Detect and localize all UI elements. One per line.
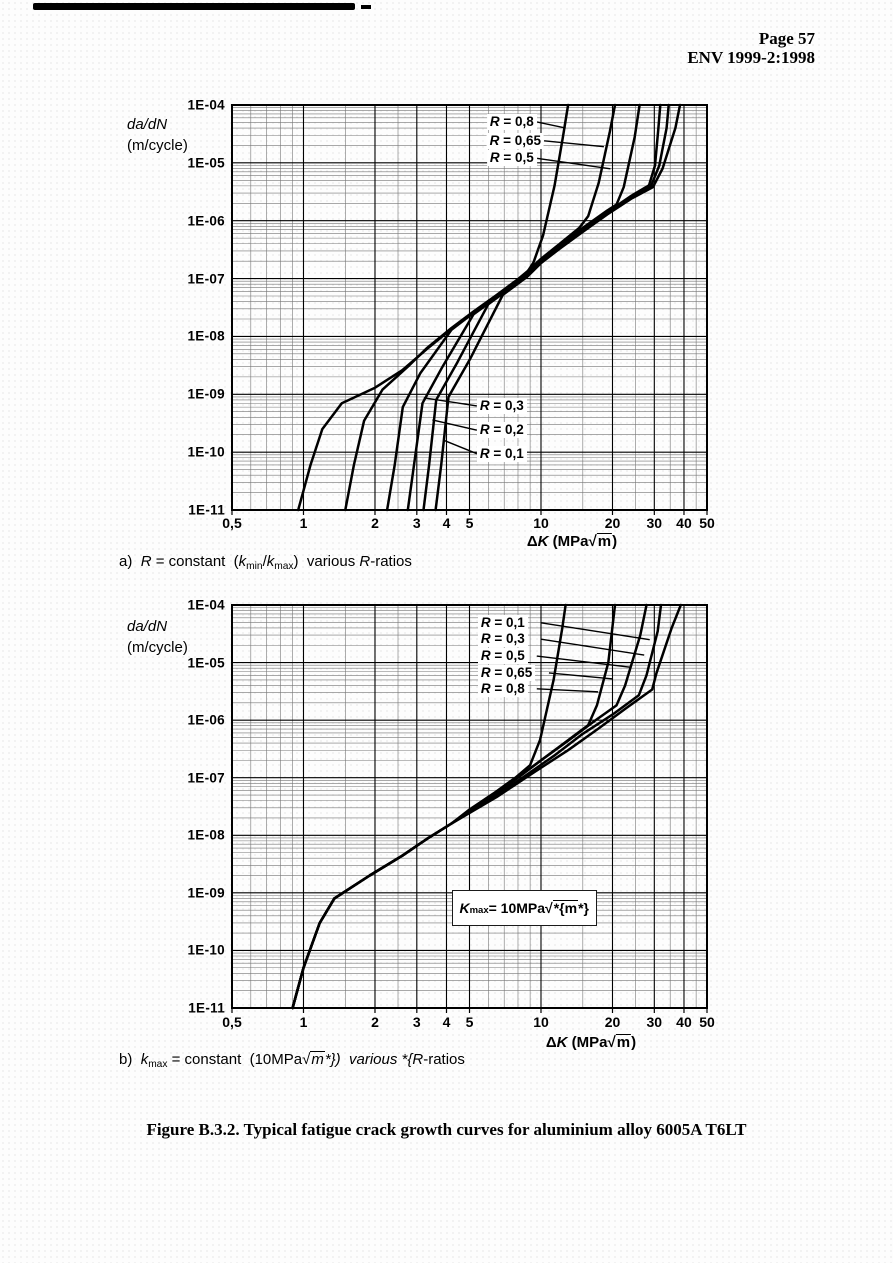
- y-axis-title: da/dN (m/cycle): [127, 116, 188, 154]
- curve-label: R = 0,5: [486, 150, 537, 167]
- x-tick-label: 20: [604, 1014, 621, 1030]
- x-tick-label: 3: [412, 1014, 421, 1030]
- curve-label: R = 0,8: [486, 113, 537, 130]
- curve-label: R = 0,1: [476, 445, 527, 462]
- scan-artifact: [33, 3, 355, 10]
- label-leader-line: [536, 157, 611, 170]
- y-tick-label: 1E-07: [187, 770, 225, 786]
- sqrt-symbol: √m: [302, 1051, 325, 1068]
- x-tick-label: 20: [604, 515, 621, 531]
- label-leader-line: [432, 419, 478, 431]
- y-tick-label: 1E-09: [187, 885, 225, 901]
- x-tick-label: 10: [533, 515, 549, 531]
- x-axis-title: ΔK (MPa√m): [526, 533, 618, 550]
- label-leader-line: [540, 638, 645, 656]
- curve-label: R = 0,5: [477, 648, 528, 664]
- x-tick-label: 40: [676, 515, 692, 531]
- y-tick-label: 1E-06: [187, 712, 225, 728]
- y-tick-label: 1E-11: [188, 1000, 225, 1016]
- x-tick-label: 0,5: [222, 515, 242, 531]
- y-tick-label: 1E-10: [187, 942, 225, 958]
- curve-label: R = 0,2: [476, 422, 527, 439]
- label-leader-line: [548, 672, 614, 680]
- fatigue-curve: [434, 103, 682, 512]
- x-tick-label: 1: [299, 515, 308, 531]
- x-axis-title: ΔK (MPa√m): [545, 1034, 637, 1051]
- label-leader-line: [536, 688, 599, 693]
- x-tick-label: 4: [442, 515, 451, 531]
- y-tick-label: 1E-05: [187, 655, 225, 671]
- y-tick-label: 1E-04: [187, 597, 225, 613]
- curve-label: R = 0,1: [477, 614, 528, 631]
- x-tick-label: 2: [371, 515, 379, 531]
- x-tick-label: 4: [442, 1014, 451, 1030]
- curve-label: R = 0,8: [477, 680, 528, 697]
- curve-label: R = 0,3: [476, 397, 527, 414]
- y-tick-label: 1E-06: [187, 213, 225, 229]
- subfigure-b-caption: b) kmax = constant (10MPa√m*}) various *…: [119, 1051, 465, 1070]
- sqrt-symbol: √*{m: [545, 899, 579, 916]
- x-tick-label: 10: [533, 1014, 549, 1030]
- scan-artifact: [361, 5, 371, 9]
- curve-label: R = 0,3: [477, 631, 528, 648]
- x-tick-label: 3: [412, 515, 421, 531]
- page-header: Page 57 ENV 1999-2:1998: [687, 29, 815, 67]
- x-tick-label: 30: [646, 515, 663, 531]
- x-tick-label: 1: [299, 1014, 308, 1030]
- y-tick-label: 1E-08: [187, 827, 225, 843]
- page-number: Page 57: [758, 29, 815, 48]
- curve-label: R = 0,65: [477, 664, 536, 681]
- label-leader-line: [543, 140, 604, 148]
- y-tick-label: 1E-09: [187, 386, 225, 402]
- curve-label: R = 0,65: [486, 132, 545, 149]
- x-tick-label: 30: [646, 1014, 663, 1030]
- subfigure-a-caption: a) R = constant (kmin/kmax) various R-ra…: [119, 553, 412, 572]
- x-tick-label: 50: [699, 1014, 715, 1030]
- x-tick-label: 40: [676, 1014, 692, 1030]
- x-tick-label: 5: [465, 1014, 474, 1030]
- y-tick-label: 1E-07: [187, 271, 225, 287]
- y-tick-label: 1E-08: [187, 328, 225, 344]
- label-leader-line: [536, 121, 566, 129]
- label-leader-line: [536, 655, 631, 668]
- y-tick-label: 1E-04: [187, 97, 225, 113]
- x-tick-label: 2: [371, 1014, 379, 1030]
- x-tick-label: 50: [699, 515, 715, 531]
- label-leader-line: [423, 397, 477, 407]
- fatigue-curve: [291, 603, 683, 1010]
- x-tick-label: 0,5: [222, 1014, 242, 1030]
- y-axis-title: da/dN (m/cycle): [127, 618, 188, 656]
- sqrt-symbol: √m: [607, 1034, 632, 1051]
- standard-reference: ENV 1999-2:1998: [687, 48, 815, 67]
- y-tick-label: 1E-05: [187, 155, 225, 171]
- label-leader-line: [443, 439, 478, 455]
- figure-caption: Figure B.3.2. Typical fatigue crack grow…: [146, 1120, 747, 1139]
- x-tick-label: 5: [465, 515, 474, 531]
- y-tick-label: 1E-10: [187, 444, 225, 460]
- label-leader-line: [540, 622, 650, 641]
- sqrt-symbol: √m: [588, 533, 613, 550]
- y-tick-label: 1E-11: [188, 502, 225, 518]
